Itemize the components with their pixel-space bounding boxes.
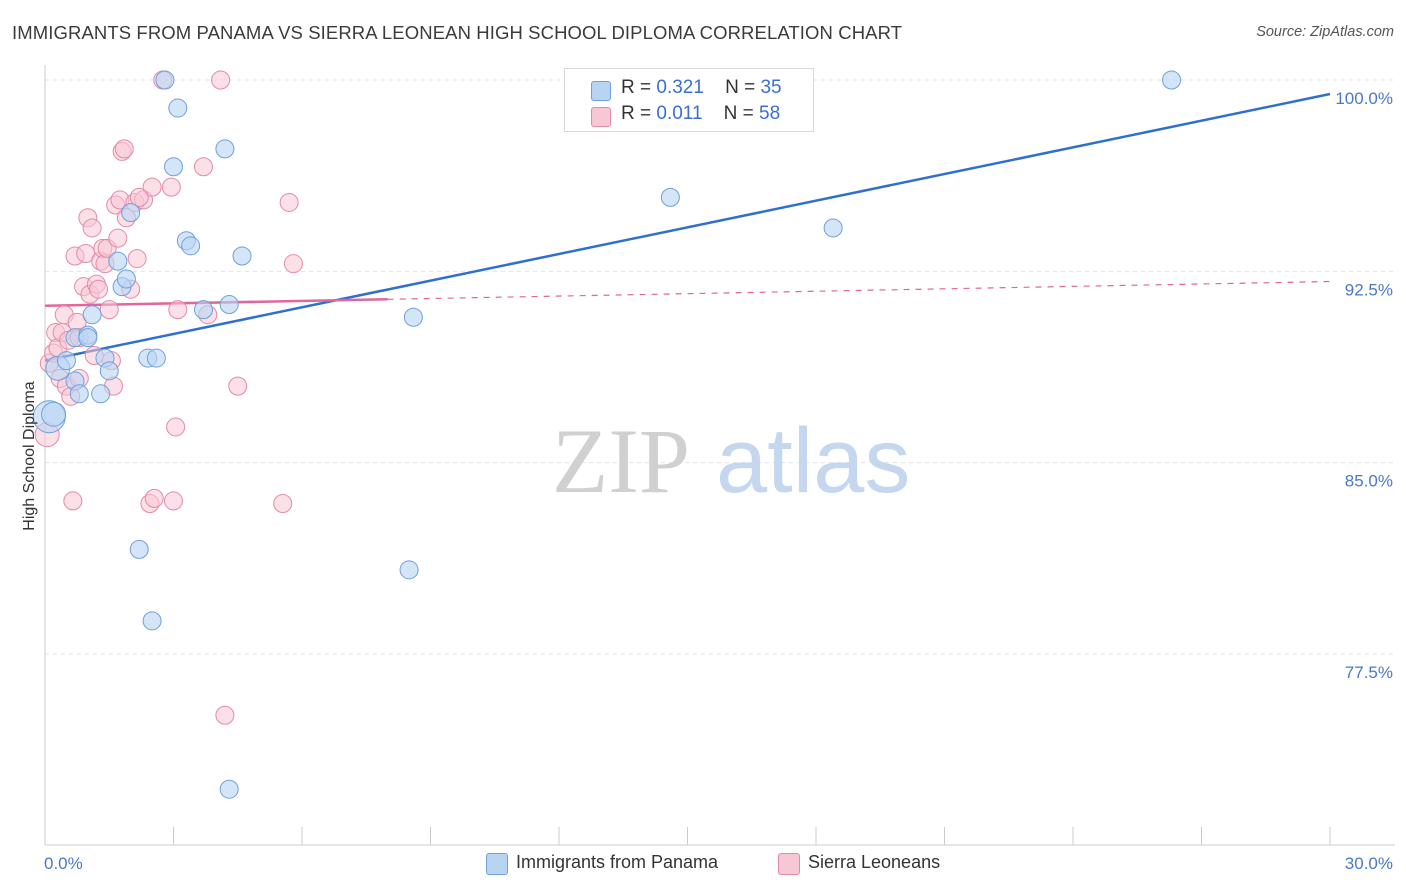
data-point-panama — [41, 401, 67, 427]
data-point-panama — [155, 70, 175, 90]
data-point-panama — [164, 157, 183, 177]
watermark-zip: ZIP — [552, 410, 690, 512]
data-point-panama — [78, 328, 98, 348]
data-point-sierra-leoneans — [99, 300, 119, 320]
data-point-sierra-leoneans — [168, 300, 188, 320]
data-point-sierra-leoneans — [283, 254, 303, 274]
chart-title: IMMIGRANTS FROM PANAMA VS SIERRA LEONEAN… — [12, 22, 903, 43]
data-point-panama — [215, 139, 235, 159]
legend: R = 0.321 N = 35 R = 0.011 N = 58 — [564, 68, 814, 132]
data-point-panama — [168, 98, 188, 118]
data-point-sierra-leoneans — [89, 279, 109, 299]
source-label: Source: ZipAtlas.com — [1256, 24, 1394, 40]
data-point-panama — [193, 300, 213, 320]
data-point-sierra-leoneans — [76, 243, 96, 263]
legend-text-pink: R = 0.011 N = 58 — [621, 103, 780, 125]
axes — [44, 65, 1395, 846]
series-sierra-leoneans — [34, 70, 303, 725]
data-point-sierra-leoneans — [114, 139, 134, 159]
data-point-panama — [99, 361, 119, 381]
trend-line-blue — [44, 92, 1331, 362]
data-point-panama — [181, 236, 201, 256]
legend-swatch-blue — [591, 81, 611, 101]
gridlines — [45, 79, 1395, 655]
data-point-sierra-leoneans — [129, 187, 149, 207]
data-point-panama — [108, 251, 128, 271]
data-point-panama — [219, 779, 239, 799]
trend-lines — [44, 92, 1331, 362]
x-tick-label: 0.0% — [44, 854, 83, 873]
watermark-atlas: atlas — [716, 410, 910, 512]
data-point-sierra-leoneans — [215, 705, 235, 725]
data-point-panama — [823, 218, 843, 238]
legend-swatch-pink — [591, 107, 611, 127]
y-tick-label: 100.0% — [1335, 89, 1393, 108]
data-point-panama — [69, 384, 89, 404]
data-point-panama — [1162, 70, 1182, 90]
legend-r-label: R = — [621, 77, 652, 98]
y-tick-label: 92.5% — [1345, 280, 1393, 299]
data-point-panama — [403, 307, 423, 327]
data-point-panama — [399, 560, 419, 580]
legend-n-label: N = — [725, 77, 756, 98]
bottom-legend-label: Sierra Leoneans — [808, 852, 941, 872]
legend-n-label: N = — [723, 103, 754, 124]
data-point-sierra-leoneans — [193, 157, 213, 177]
data-point-sierra-leoneans — [164, 491, 183, 511]
data-point-sierra-leoneans — [273, 493, 293, 513]
data-point-sierra-leoneans — [63, 491, 83, 511]
tick-labels: 77.5% 85.0% 92.5% 100.0% 0.0% 30.0% — [44, 89, 1393, 873]
data-point-sierra-leoneans — [142, 177, 162, 197]
data-point-panama — [146, 348, 166, 368]
bottom-legend-label: Immigrants from Panama — [516, 852, 719, 872]
data-point-sierra-leoneans — [211, 70, 231, 90]
legend-n-value: 58 — [759, 103, 781, 124]
data-point-sierra-leoneans — [279, 192, 299, 212]
y-tick-label: 77.5% — [1345, 663, 1393, 682]
legend-n-value: 35 — [760, 77, 782, 98]
trend-line-pink-dashed — [387, 280, 1331, 300]
data-point-sierra-leoneans — [161, 177, 181, 197]
data-point-panama — [142, 611, 162, 631]
data-point-panama — [82, 305, 102, 325]
series-immigrants-from-panama — [32, 70, 1182, 799]
x-tick-label: 30.0% — [1345, 854, 1393, 873]
data-point-panama — [121, 203, 141, 223]
data-point-sierra-leoneans — [228, 376, 248, 396]
data-point-sierra-leoneans — [166, 417, 186, 437]
y-tick-label: 85.0% — [1345, 472, 1393, 491]
legend-r-value: 0.321 — [656, 77, 704, 98]
data-point-panama — [232, 246, 252, 266]
data-point-panama — [56, 351, 76, 371]
data-point-sierra-leoneans — [144, 488, 164, 508]
y-axis-label: High School Diploma — [21, 381, 38, 531]
data-point-sierra-leoneans — [108, 228, 128, 248]
data-point-panama — [129, 539, 149, 559]
data-point-panama — [91, 384, 111, 404]
data-point-panama — [219, 294, 239, 314]
data-point-sierra-leoneans — [127, 249, 147, 269]
legend-text-blue: R = 0.321 N = 35 — [621, 77, 782, 99]
data-point-panama — [116, 269, 136, 289]
legend-r-value: 0.011 — [656, 103, 703, 124]
legend-r-label: R = — [621, 103, 652, 124]
data-point-panama — [660, 187, 680, 207]
bottom-legend-swatch-blue — [486, 853, 508, 875]
data-point-sierra-leoneans — [82, 218, 102, 238]
bottom-legend-swatch-pink — [778, 853, 800, 875]
